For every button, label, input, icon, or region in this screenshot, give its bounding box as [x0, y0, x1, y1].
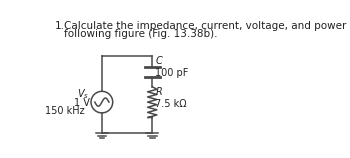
Text: 1.: 1.	[55, 21, 65, 31]
Text: 1 V: 1 V	[74, 98, 90, 108]
Text: $V_s$: $V_s$	[77, 88, 90, 101]
Text: $R$: $R$	[155, 85, 162, 97]
Text: $C$: $C$	[155, 54, 163, 66]
Text: 7.5 kΩ: 7.5 kΩ	[155, 99, 186, 109]
Text: 100 pF: 100 pF	[155, 68, 188, 78]
Text: Calculate the impedance, current, voltage, and power values for the circuit in t: Calculate the impedance, current, voltag…	[64, 21, 350, 31]
Text: 150 kHz: 150 kHz	[45, 106, 85, 116]
Text: following figure (Fig. 13.38b).: following figure (Fig. 13.38b).	[64, 29, 217, 39]
